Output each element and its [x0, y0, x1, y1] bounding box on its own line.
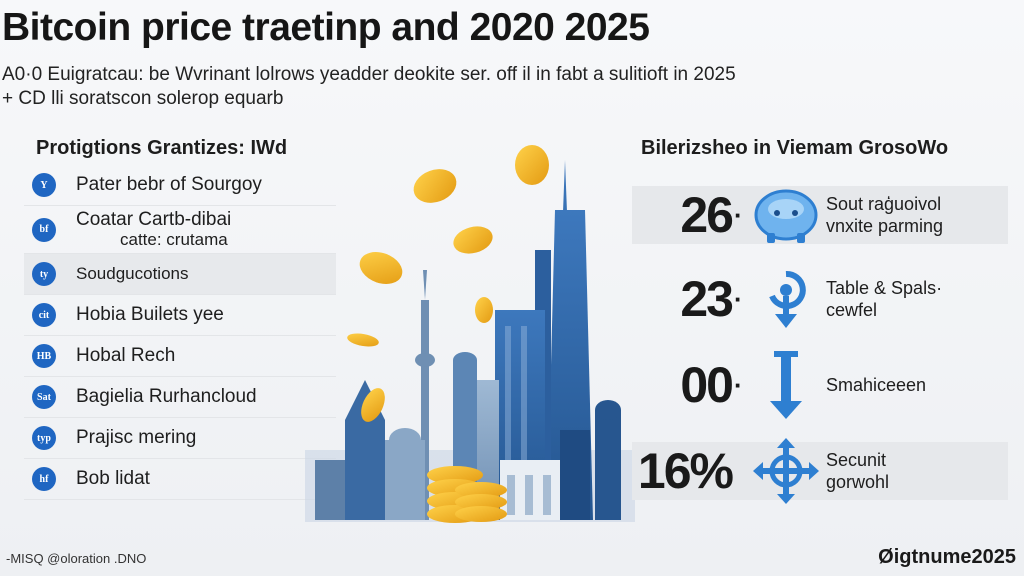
subtitle-line-2: + CD lli soratscon solerop equarb	[2, 88, 284, 109]
footer-credit: -MISQ @oloration .DNO	[6, 551, 147, 566]
move-arrows-icon	[746, 436, 826, 506]
list-badge-icon: ty	[32, 262, 56, 286]
right-panel-heading: Bilerizsheo in Viemam GrosoWo	[641, 137, 949, 159]
stat-row: 16% Secunit gorwohl	[632, 438, 1008, 504]
list-item: bf Coatar Cartb-dibai catte: crutama	[24, 206, 336, 254]
city-skyline-illustration	[305, 145, 635, 523]
stat-label: Sout raģuoivol vnxite parming	[826, 194, 944, 236]
list-item: Y Pater bebr of Sourgoy	[24, 165, 336, 206]
stat-value: 26	[680, 187, 734, 243]
stat-row: 00 · Smahiceeen	[632, 351, 1008, 419]
list-badge-icon: Sat	[32, 385, 56, 409]
list-item-label: Bagielia Rurhancloud	[76, 386, 257, 407]
left-panel-heading: Protigtions Grantizes: IWd	[36, 137, 288, 159]
stat-value: 16%	[637, 443, 734, 499]
footer-brand: Øigtnume2025	[878, 546, 1016, 568]
list-item: hf Bob lidat	[24, 459, 336, 500]
list-item-label: Coatar Cartb-dibai	[76, 208, 232, 230]
list-item-label: Hobal Rech	[76, 345, 176, 366]
list-item-label: Prajisc mering	[76, 427, 197, 448]
list-badge-icon: typ	[32, 426, 56, 450]
list-badge-icon: bf	[32, 217, 56, 242]
list-item-label: Bob lidat	[76, 468, 150, 489]
list-item-sublabel: catte: crutama	[120, 229, 228, 249]
left-panel-list: Y Pater bebr of Sourgoy bf Coatar Cartb-…	[24, 165, 336, 500]
stat-label: Secunit gorwohl	[826, 450, 890, 492]
page-title: Bitcoin price traetinp and 2020 2025	[2, 6, 650, 49]
stat-value: 00	[680, 357, 734, 413]
down-arrow-icon	[746, 350, 826, 420]
gold-coins	[347, 145, 549, 523]
stat-value: 23	[680, 271, 734, 327]
stat-label: Smahiceeen	[826, 375, 927, 395]
list-item: Sat Bagielia Rurhancloud	[24, 377, 336, 418]
list-badge-icon: Y	[32, 173, 56, 197]
list-badge-icon: HB	[32, 344, 56, 368]
piggy-bank-icon	[746, 180, 826, 250]
list-item: HB Hobal Rech	[24, 336, 336, 377]
list-item: cit Hobia Builets yee	[24, 295, 336, 336]
list-badge-icon: hf	[32, 467, 56, 491]
refresh-arrow-icon	[746, 264, 826, 334]
stat-row: 26 · Sout raģuoivol vnxite parming	[632, 186, 1008, 244]
list-item-label: Pater bebr of Sourgoy	[76, 174, 262, 195]
list-item: typ Prajisc mering	[24, 418, 336, 459]
list-badge-icon: cit	[32, 303, 56, 327]
list-item: ty Soudgucotions	[24, 254, 336, 295]
subtitle-line-1: A0·0 Euigratcau: be Wvrinant lolrows yea…	[2, 64, 736, 85]
stat-label: Table & Spals· cewfel	[826, 278, 943, 320]
list-item-label: Hobia Builets yee	[76, 304, 224, 325]
stat-row: 23 · Table & Spals· cewfel	[632, 270, 1008, 328]
list-item-label: Soudgucotions	[76, 264, 189, 283]
